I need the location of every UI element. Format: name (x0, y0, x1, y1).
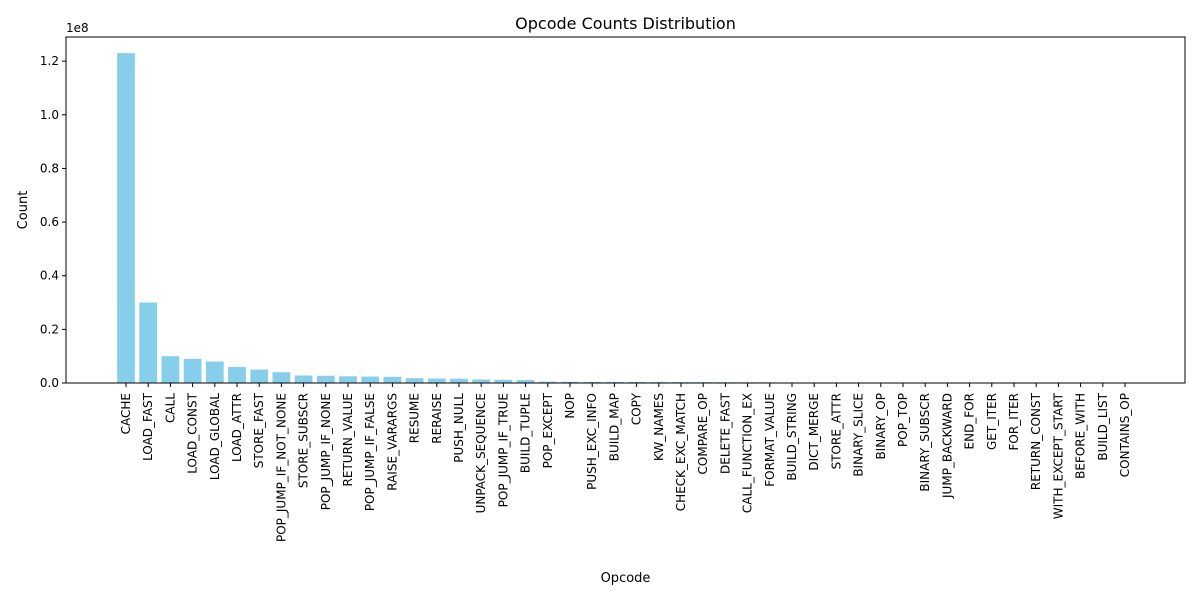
y-tick-label: 1.2 (40, 54, 59, 68)
bar (316, 375, 335, 383)
x-tick-label: RETURN_VALUE (341, 393, 355, 486)
bar (538, 381, 557, 383)
bar (383, 376, 402, 383)
x-tick-label: RAISE_VARARGS (385, 393, 399, 491)
x-tick-label: POP_JUMP_IF_NONE (319, 393, 333, 510)
x-tick-label: UNPACK_SEQUENCE (474, 393, 488, 513)
bar (339, 376, 357, 383)
bar (427, 378, 446, 383)
bar (583, 381, 602, 383)
x-tick-label: BINARY_OP (874, 393, 888, 460)
bar (117, 53, 135, 384)
bar (205, 361, 224, 383)
x-tick-label: RETURN_CONST (1029, 392, 1043, 490)
x-tick-label: BUILD_TUPLE (519, 393, 533, 473)
x-tick-label: BINARY_SUBSCR (918, 393, 932, 492)
x-tick-label: BEFORE_WITH (1074, 393, 1088, 479)
bar (627, 381, 646, 383)
x-tick-label: FOR_ITER (1007, 393, 1021, 450)
y-tick-label: 0.4 (40, 269, 59, 283)
y-tick-label: 0.0 (40, 376, 59, 390)
x-tick-label: COMPARE_OP (696, 393, 710, 474)
x-tick-label: LOAD_GLOBAL (208, 393, 222, 480)
bar (250, 369, 269, 383)
x-tick-label: DELETE_FAST (718, 392, 732, 474)
y-axis: 0.0 0.2 0.4 0.6 0.8 1.0 1.2 (40, 54, 66, 390)
y-axis-label: Count (16, 191, 31, 230)
bar (472, 379, 491, 383)
x-tick-label: RESUME (408, 393, 422, 443)
x-tick-label: LOAD_ATTR (230, 393, 244, 462)
bar (161, 356, 180, 383)
x-tick-label: JUMP_BACKWARD (940, 393, 954, 499)
x-tick-label: CALL_FUNCTION_EX (741, 393, 755, 513)
bar (494, 379, 513, 383)
x-tick-label: BINARY_SLICE (852, 393, 866, 477)
x-tick-label: PUSH_EXC_INFO (585, 393, 599, 490)
x-tick-label: WITH_EXCEPT_START (1051, 392, 1065, 519)
x-tick-label: POP_EXCEPT (541, 392, 555, 468)
x-tick-label: BUILD_LIST (1096, 392, 1110, 460)
x-tick-label: BUILD_MAP (607, 393, 621, 461)
x-tick-label: POP_JUMP_IF_FALSE (363, 393, 377, 511)
y-tick-label: 0.6 (40, 215, 59, 229)
plot-frame (65, 36, 1186, 384)
y-offset-label: 1e8 (66, 21, 89, 35)
bar (139, 302, 158, 383)
bar (228, 366, 246, 383)
chart-title: Opcode Counts Distribution (515, 14, 736, 33)
bar (405, 378, 424, 383)
bar (561, 381, 579, 383)
x-tick-label: POP_JUMP_IF_TRUE (496, 393, 510, 507)
bar (272, 372, 291, 383)
x-tick-label: END_FOR (963, 393, 977, 449)
bar (450, 378, 468, 383)
x-tick-label: LOAD_FAST (141, 392, 155, 461)
x-axis-label: Opcode (601, 571, 651, 586)
bars-group (117, 53, 824, 384)
x-tick-label: STORE_SUBSCR (297, 393, 311, 488)
x-tick-label: LOAD_CONST (186, 392, 200, 473)
x-axis: CACHE LOAD_FAST CALL LOAD_CONST LOAD_GLOBAL L… (119, 383, 1132, 542)
x-tick-label: STORE_FAST (252, 392, 266, 468)
bar (516, 380, 535, 383)
x-tick-label: CALL (163, 393, 177, 423)
bar (605, 381, 624, 383)
x-tick-label: CONTAINS_OP (1118, 393, 1132, 477)
x-tick-label: CACHE (119, 393, 133, 434)
x-tick-label: CHECK_EXC_MATCH (674, 393, 688, 511)
y-tick-label: 0.8 (40, 161, 59, 175)
x-tick-label: POP_JUMP_IF_NOT_NONE (274, 393, 288, 542)
y-tick-label: 0.2 (40, 322, 59, 336)
x-tick-label: PUSH_NULL (452, 393, 466, 463)
x-tick-label: DICT_MERGE (807, 393, 821, 471)
x-tick-label: GET_ITER (985, 393, 999, 450)
x-tick-label: BUILD_STRING (785, 393, 799, 481)
bar (294, 375, 313, 383)
x-tick-label: NOP (563, 393, 577, 419)
x-tick-label: KW_NAMES (652, 393, 666, 461)
x-tick-label: POP_TOP (896, 393, 910, 447)
x-tick-label: COPY (630, 392, 644, 425)
x-tick-label: FORMAT_VALUE (763, 393, 777, 487)
bar (361, 376, 380, 383)
x-tick-label: STORE_ATTR (829, 393, 843, 469)
bar (183, 358, 202, 383)
x-tick-label: RERAISE (430, 393, 444, 444)
y-tick-label: 1.0 (40, 108, 59, 122)
